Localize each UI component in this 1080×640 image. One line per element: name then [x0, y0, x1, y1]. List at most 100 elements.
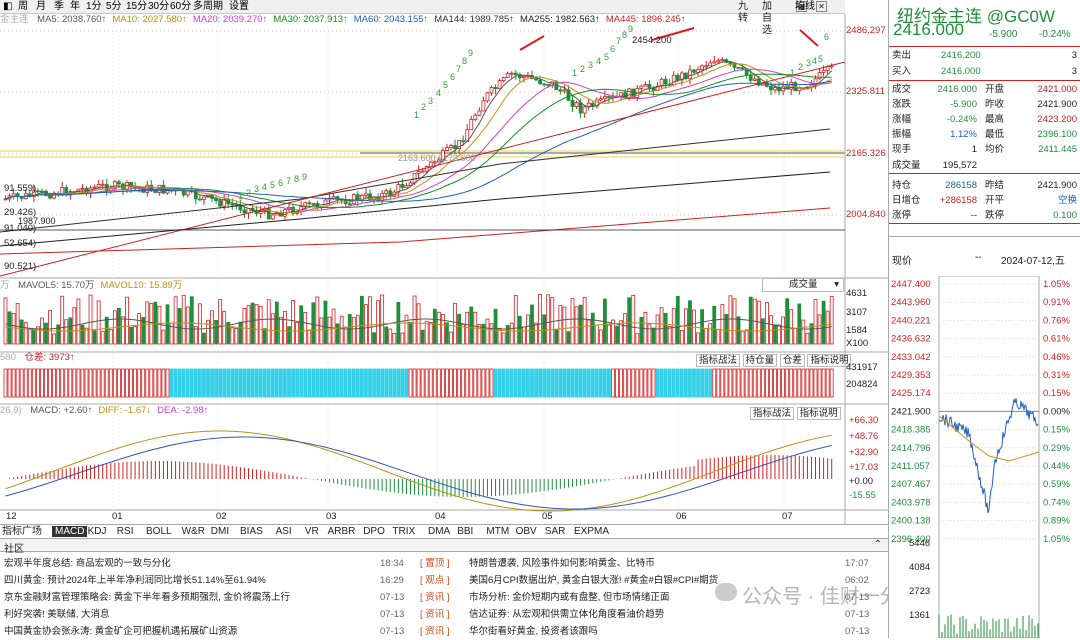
indicator-tab[interactable]: MTM — [486, 526, 510, 537]
indicator-tab[interactable]: DMI — [210, 526, 230, 537]
grid-icon[interactable]: ▦ — [796, 1, 807, 12]
volume-bar — [797, 303, 802, 345]
indicator-tab[interactable]: ASI — [275, 526, 292, 537]
volume-bar — [688, 300, 692, 345]
volume-bar — [724, 313, 729, 345]
news-title[interactable]: 华尔街看好黄金, 投资者该跟吗 — [469, 626, 598, 637]
oi-bar — [278, 368, 283, 398]
oi-bar — [323, 368, 328, 398]
indicator-dropdown[interactable]: 成交量 ▾ — [762, 278, 844, 292]
volume-bar — [530, 304, 534, 345]
indicator-tab[interactable]: ARBR — [327, 526, 356, 537]
news-row[interactable]: 四川黄金: 预计2024年上半年净利润同比增长51.14%至61.94% 16:2… — [0, 572, 888, 589]
news-title[interactable]: 特朗普遭袭, 风险事件如何影响黄金、比特币 — [469, 558, 655, 569]
candle-body — [574, 102, 579, 107]
indicator-tab[interactable]: BIAS — [240, 526, 263, 537]
period-year[interactable]: 年 — [70, 1, 80, 12]
oi-bar — [708, 368, 713, 398]
oi-bar — [765, 368, 769, 398]
close-icon[interactable]: ✕ — [816, 1, 827, 12]
intraday-price-tick: 2411.057 — [891, 461, 930, 472]
indicator-tab[interactable]: SAR — [544, 526, 566, 537]
volume-bar — [408, 321, 413, 345]
indicator-strategy-button[interactable]: 指标战法 — [696, 354, 741, 367]
period-15min[interactable]: 15分 — [126, 1, 148, 12]
news-title[interactable]: 信达证券: 从宏观和供需立体化角度看油价趋势 — [469, 609, 665, 620]
quote-label: 开盘 — [985, 84, 1005, 95]
volume-bar — [185, 306, 190, 345]
news-row[interactable]: 京东金融财富管理策略会: 黄金下半年看多预期强烈, 金价将震荡上行 07-13 [ … — [0, 589, 888, 606]
oi-bar — [404, 368, 409, 398]
oi-bar — [412, 368, 417, 398]
td-count-digit: 5 — [604, 52, 609, 62]
news-row[interactable]: 利好突袭! 美联储, 大消息 07-13 [ 资讯 ] 信达证券: 从宏观和供需立体化… — [0, 606, 888, 623]
open-interest-button[interactable]: 持仓量 — [742, 354, 778, 367]
indicator-tab[interactable]: TRIX — [392, 526, 416, 537]
macd-help-button[interactable]: 指标说明 — [796, 407, 841, 420]
td-count-digit: 2 — [798, 62, 803, 72]
candle-body — [497, 80, 502, 90]
news-title[interactable]: 中国黄金协会张永涛: 黄金矿企可把握机遇拓展矿山资源 — [4, 626, 238, 637]
oi-bar — [740, 368, 745, 398]
period-quarter[interactable]: 季 — [54, 1, 64, 12]
annotation-arrow — [799, 29, 819, 47]
news-title[interactable]: 利好突袭! 美联储, 大消息 — [4, 609, 110, 620]
period-toolbar: ◧ 周 月 季 年 1分 5分 15分 30分 60分 多周期 设置 九转 加自… — [0, 0, 845, 36]
news-row[interactable]: 中国黄金协会张永涛: 黄金矿企可把握机遇拓展矿山资源 07-13 [ 资讯 ] 华尔街… — [0, 623, 888, 640]
indicator-tab[interactable]: KDJ — [87, 526, 107, 537]
oi-diff-button[interactable]: 仓差 — [779, 354, 805, 367]
vol-legend-item: MAVOL5: 15.70万 — [18, 280, 95, 291]
settings-button[interactable]: 设置 — [229, 1, 249, 12]
period-30min[interactable]: 30分 — [148, 1, 170, 12]
candle-body — [643, 84, 648, 87]
volume-legend: 万 MAVOL5: 15.70万 MAVOL10: 15.89万 — [0, 280, 194, 292]
low-price-label: 1987.900 — [18, 216, 56, 226]
news-row[interactable]: 宏观半年度总结: 商品宏观的一致与分化 18:34 [ 置顶 ] 特朗普遭袭, 风险事… — [0, 555, 888, 572]
period-60min[interactable]: 60分 — [170, 1, 192, 12]
oi-bar — [274, 368, 279, 398]
quote-label: 日增仓 — [892, 195, 921, 206]
news-title[interactable]: 京东金融财富管理策略会: 黄金下半年看多预期强烈, 金价将震荡上行 — [4, 592, 291, 603]
period-multi[interactable]: 多周期 — [193, 1, 223, 12]
oi-bar — [311, 368, 316, 398]
news-title[interactable]: 美国6月CPI数据出炉, 黄金白银大涨! #黄金#白银#CPI#期货 — [469, 575, 719, 586]
macd-strategy-button[interactable]: 指标战法 — [750, 407, 795, 420]
indicator-tab[interactable]: RSI — [116, 526, 134, 537]
quote-value: 1 — [971, 144, 977, 155]
nine-turn-button[interactable]: 九转 — [738, 1, 748, 24]
indicator-tab[interactable]: OBV — [515, 526, 537, 537]
news-title[interactable]: 市场分析: 金价短期内或有盘整, 但市场情绪正面 — [469, 592, 670, 603]
volume-bar — [165, 304, 170, 345]
indicator-tab[interactable]: EXPMA — [574, 526, 610, 537]
indicator-tab[interactable]: VR — [304, 526, 319, 537]
last-price: 2416.000 — [893, 20, 964, 39]
oi-bar — [485, 368, 490, 398]
indicator-tab[interactable]: BOLL — [146, 526, 172, 537]
oi-bar — [497, 368, 502, 398]
indicator-tab[interactable]: DPO — [363, 526, 385, 537]
news-title[interactable]: 宏观半年度总结: 商品宏观的一致与分化 — [4, 558, 171, 569]
candle-body — [424, 166, 429, 172]
indicator-help-button[interactable]: 指标说明 — [807, 354, 852, 367]
indicator-tab[interactable]: W&R — [181, 526, 205, 537]
candle-body — [92, 186, 97, 189]
chart-mode-icon[interactable]: ◧ — [3, 1, 13, 12]
indicator-tab[interactable]: 指标广场 — [2, 526, 42, 537]
candle-body — [724, 59, 729, 63]
add-watchlist-button[interactable]: 加自选 — [762, 1, 772, 36]
quote-value: 286158 — [945, 180, 977, 191]
oi-bar — [428, 368, 433, 398]
news-title[interactable]: 四川黄金: 预计2024年上半年净利润同比增长51.14%至61.94% — [4, 575, 266, 586]
mavol10-line — [5, 322, 832, 332]
ma-toggle-button[interactable]: 均线 — [795, 1, 815, 12]
oi-bar — [517, 368, 522, 398]
indicator-tab[interactable]: BBI — [457, 526, 474, 537]
indicator-tab[interactable]: MACD — [52, 526, 88, 537]
period-month[interactable]: 月 — [36, 1, 46, 12]
volume-bar — [48, 309, 52, 345]
period-5min[interactable]: 5分 — [106, 1, 122, 12]
period-1min[interactable]: 1分 — [86, 1, 102, 12]
period-week[interactable]: 周 — [18, 1, 28, 12]
indicator-tab[interactable]: DMA — [428, 526, 451, 537]
chevron-up-icon[interactable]: ⌃ — [873, 539, 882, 550]
